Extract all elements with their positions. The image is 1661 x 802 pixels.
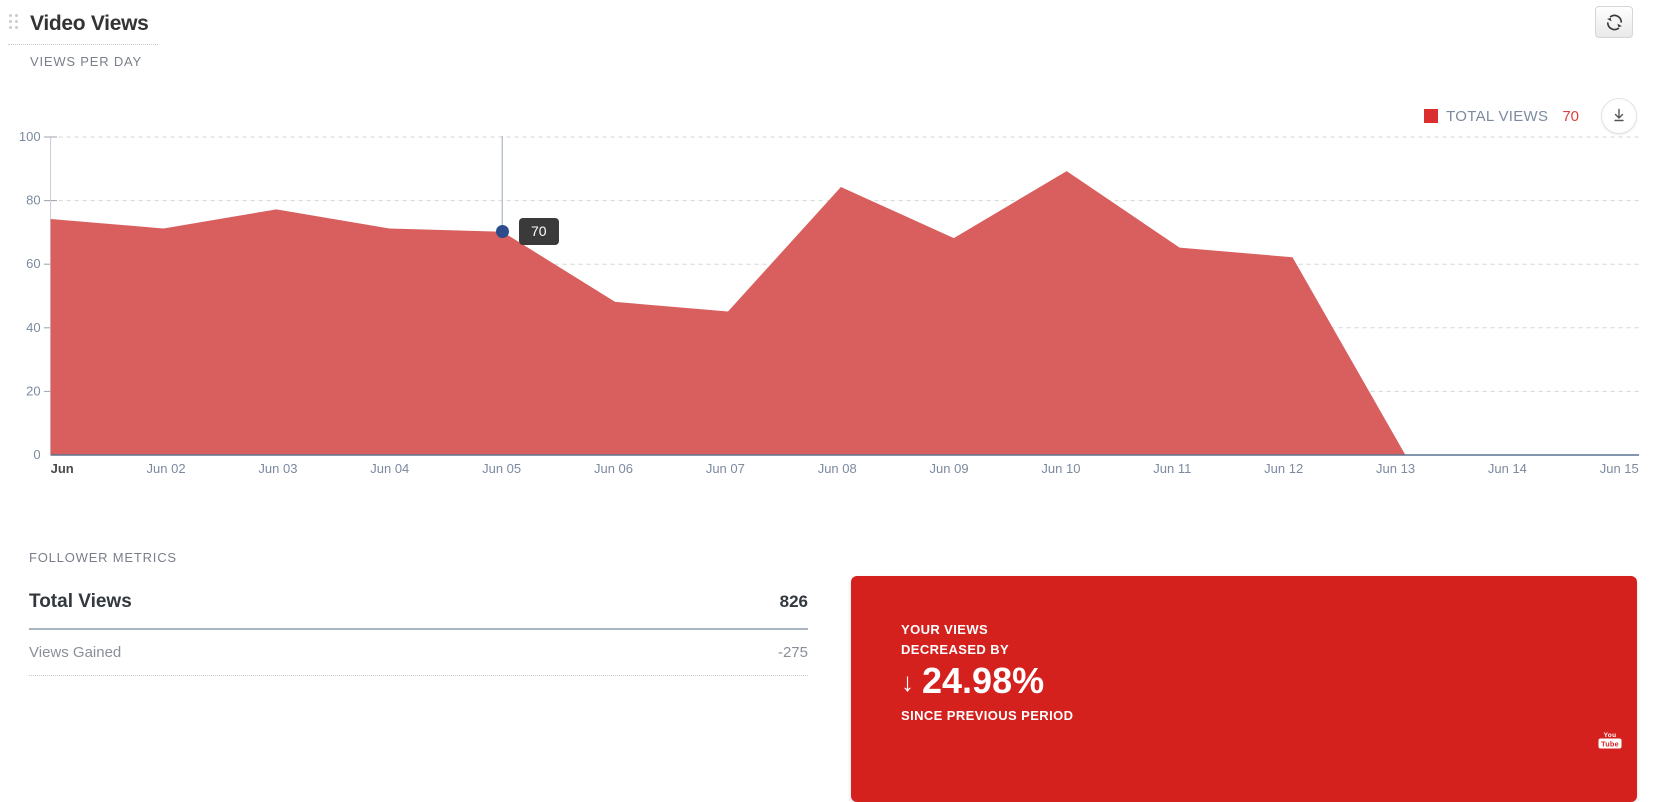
svg-text:20: 20 bbox=[26, 383, 40, 398]
svg-text:0: 0 bbox=[33, 447, 40, 462]
svg-text:100: 100 bbox=[19, 129, 41, 144]
svg-text:60: 60 bbox=[26, 256, 40, 271]
svg-text:You: You bbox=[1604, 732, 1617, 739]
svg-text:80: 80 bbox=[26, 193, 40, 208]
svg-text:Tube: Tube bbox=[1601, 739, 1619, 748]
svg-text:40: 40 bbox=[26, 320, 40, 335]
